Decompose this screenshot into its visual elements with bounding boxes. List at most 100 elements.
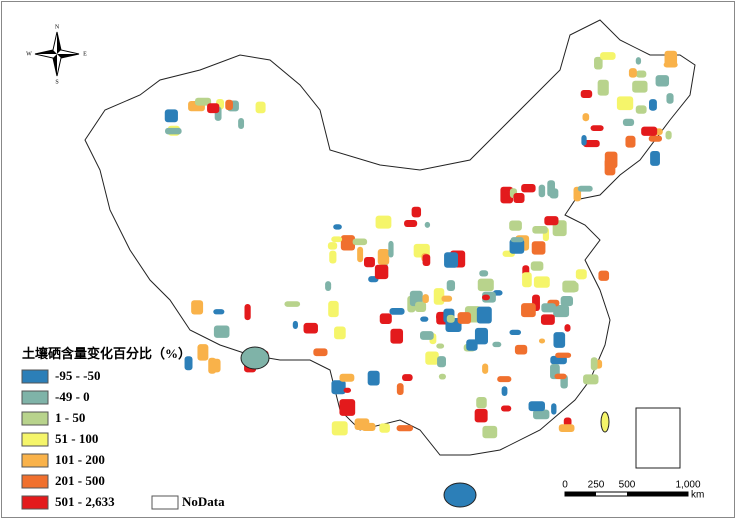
region-patch	[331, 380, 346, 395]
region-patch	[292, 320, 298, 329]
region-patch	[197, 344, 209, 361]
region-patch	[334, 326, 346, 340]
region-patch	[666, 93, 674, 104]
region-patch	[648, 135, 663, 142]
region-patch	[457, 312, 472, 324]
region-patch	[575, 269, 587, 280]
region-patch	[531, 241, 546, 255]
region-patch	[389, 307, 405, 315]
region-patch	[628, 68, 637, 78]
region-patch	[396, 383, 404, 396]
region-patch	[479, 270, 489, 277]
region-patch	[379, 313, 392, 325]
region-patch	[225, 99, 233, 111]
region-patch	[466, 339, 478, 351]
region-patch	[388, 240, 394, 258]
region-patch	[497, 376, 512, 383]
region-patch	[600, 52, 616, 60]
region-patch	[604, 158, 616, 176]
region-patch	[474, 327, 488, 345]
region-patch	[482, 363, 489, 374]
region-patch	[538, 338, 546, 344]
region-patch	[514, 344, 528, 355]
legend-label: 101 - 200	[55, 452, 105, 467]
region-patch	[420, 331, 434, 340]
region-patch	[632, 80, 648, 93]
region-patch	[560, 295, 574, 307]
region-patch	[540, 314, 555, 325]
scale-unit: km	[691, 490, 704, 501]
region-patch	[424, 221, 431, 228]
region-patch	[597, 79, 609, 96]
legend-swatch	[21, 411, 49, 426]
region-patch	[420, 316, 429, 322]
compass-n: N	[55, 24, 60, 30]
region-patch	[328, 300, 339, 318]
legend-swatch	[21, 369, 49, 384]
region-patch	[538, 184, 546, 198]
region-patch	[564, 324, 571, 332]
scale-label: 0	[562, 480, 568, 491]
region-patch	[513, 193, 525, 203]
region-patch	[551, 403, 557, 415]
region-patch	[554, 373, 567, 380]
region-patch	[509, 329, 522, 335]
region-patch	[522, 272, 532, 288]
scale-label: 250	[588, 480, 605, 491]
region-patch	[327, 242, 338, 250]
region-patch	[547, 180, 556, 197]
region-patch	[622, 118, 635, 126]
region-patch	[664, 50, 678, 66]
region-patch	[625, 135, 636, 148]
region-patch	[240, 346, 270, 370]
region-patch	[563, 417, 572, 427]
region-patch	[333, 224, 342, 230]
region-patch	[550, 355, 567, 365]
legend-swatch	[21, 390, 49, 405]
region-patch	[562, 280, 577, 293]
region-patch	[331, 236, 343, 243]
region-patch	[482, 425, 498, 439]
region-patch	[313, 348, 328, 357]
region-patch	[255, 101, 266, 114]
region-patch	[476, 397, 487, 409]
region-patch	[509, 220, 522, 231]
region-patch	[379, 423, 390, 433]
region-patch	[583, 139, 600, 148]
region-patch	[474, 408, 488, 423]
region-patch	[238, 118, 245, 129]
region-patch	[650, 150, 660, 166]
region-patch	[500, 186, 514, 204]
region-patch	[343, 387, 352, 393]
region-patch	[510, 237, 524, 243]
compass-star-shade	[35, 32, 79, 76]
region-patch	[544, 216, 559, 226]
region-patch	[329, 250, 337, 264]
region-patch	[590, 357, 598, 371]
region-patch	[553, 332, 566, 348]
region-patch	[641, 126, 658, 136]
compass-w: W	[26, 51, 32, 57]
map-patches	[164, 50, 678, 508]
region-patch	[404, 220, 418, 228]
legend-swatch	[21, 453, 49, 468]
region-patch	[303, 322, 318, 334]
legend-label: 51 - 100	[55, 431, 98, 446]
island-patch	[600, 411, 610, 433]
region-patch	[354, 418, 370, 431]
region-patch	[191, 300, 204, 315]
region-patch	[164, 109, 178, 123]
region-patch	[655, 75, 670, 87]
region-patch	[577, 185, 593, 192]
legend-label: 501 - 2,633	[55, 494, 115, 509]
country-outline	[84, 19, 696, 456]
region-patch	[446, 314, 455, 323]
region-patch	[521, 184, 536, 193]
legend-label: NoData	[182, 494, 225, 509]
compass-e: E	[83, 51, 87, 57]
region-patch	[444, 252, 459, 268]
region-patch	[582, 113, 590, 122]
scale-label: 500	[619, 480, 636, 491]
